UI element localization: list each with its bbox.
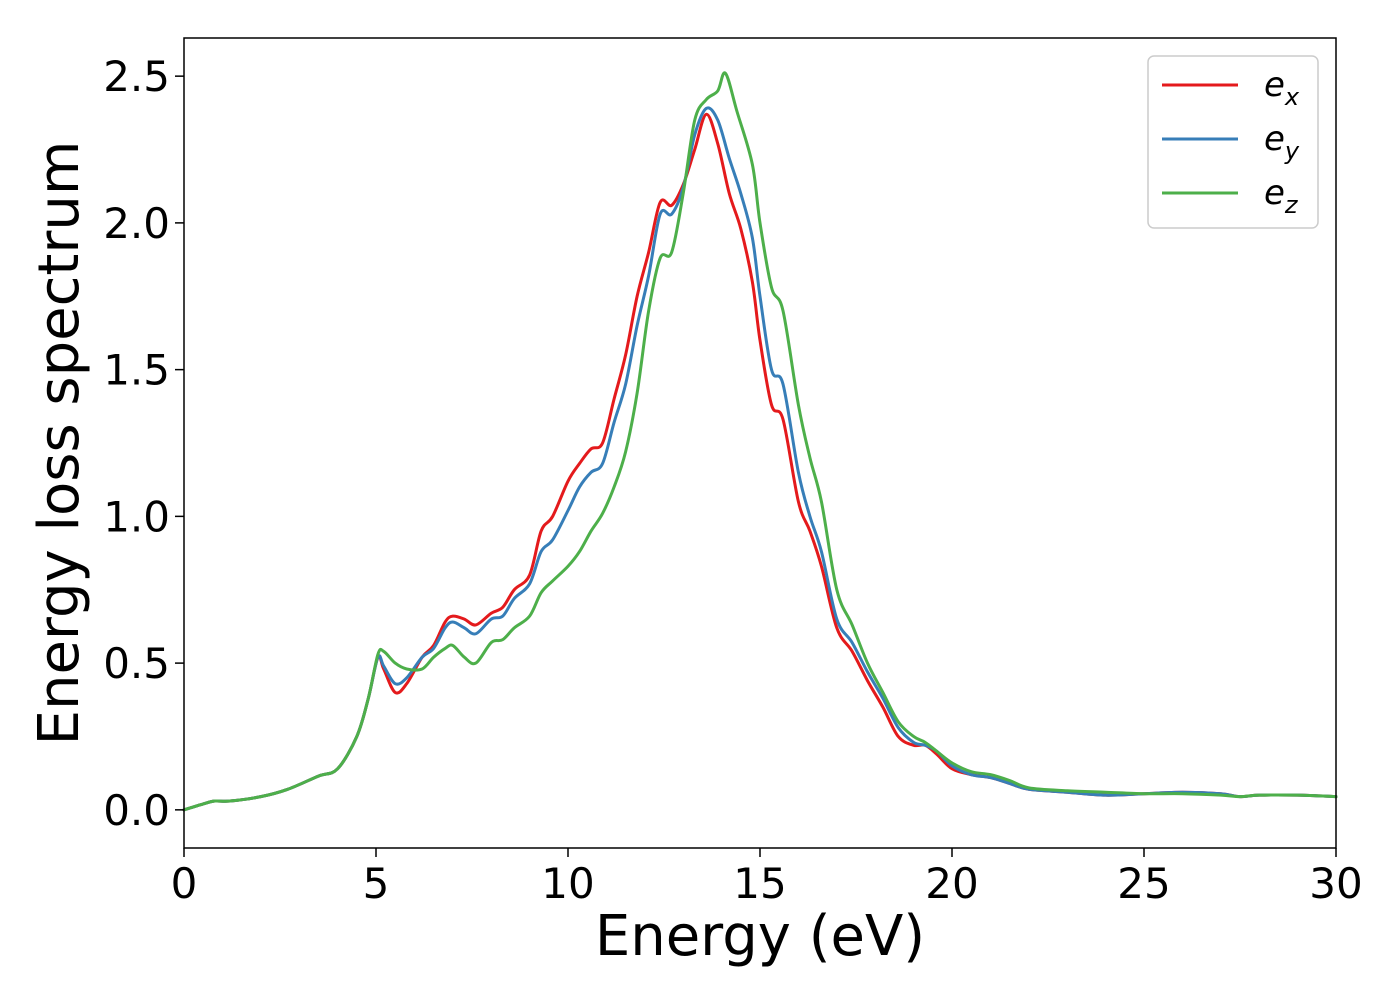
x-axis-title: Energy (eV) (595, 904, 925, 969)
x-tick-label: 30 (1309, 859, 1362, 908)
series-layer (182, 71, 1338, 812)
legend-label-subscript: z (1284, 191, 1299, 219)
x-tick-label: 5 (363, 859, 390, 908)
y-tick-label: 0.5 (103, 639, 170, 688)
x-axis: 0 5 10 15 20 25 30 (171, 848, 1363, 908)
x-tick-label: 0 (171, 859, 198, 908)
y-tick-label: 2.0 (103, 199, 170, 248)
x-tick-label: 15 (733, 859, 786, 908)
series-line-z (182, 71, 1338, 812)
legend-label-y: ey (1264, 119, 1300, 165)
x-tick-label: 20 (925, 859, 978, 908)
legend-label-z: ez (1264, 173, 1299, 219)
legend-box (1147, 55, 1319, 229)
plot-background (184, 38, 1336, 848)
legend-label-subscript: x (1284, 83, 1300, 111)
legend-label-base: e (1264, 173, 1285, 213)
y-tick-label: 2.5 (103, 52, 170, 101)
y-axis-title: Energy loss spectrum (27, 141, 92, 746)
y-axis: 0.0 0.5 1.0 1.5 2.0 2.5 (103, 52, 184, 835)
x-tick-label: 10 (541, 859, 594, 908)
x-tick-label: 25 (1117, 859, 1170, 908)
legend-label-x: ex (1264, 65, 1300, 111)
legend-label-subscript: y (1284, 137, 1300, 165)
y-tick-label: 1.0 (103, 492, 170, 541)
legend-label-base: e (1264, 65, 1285, 105)
legend-label-base: e (1264, 119, 1285, 159)
series-line-y (182, 106, 1338, 812)
y-tick-label: 1.5 (103, 346, 170, 395)
y-tick-label: 0.0 (103, 786, 170, 835)
